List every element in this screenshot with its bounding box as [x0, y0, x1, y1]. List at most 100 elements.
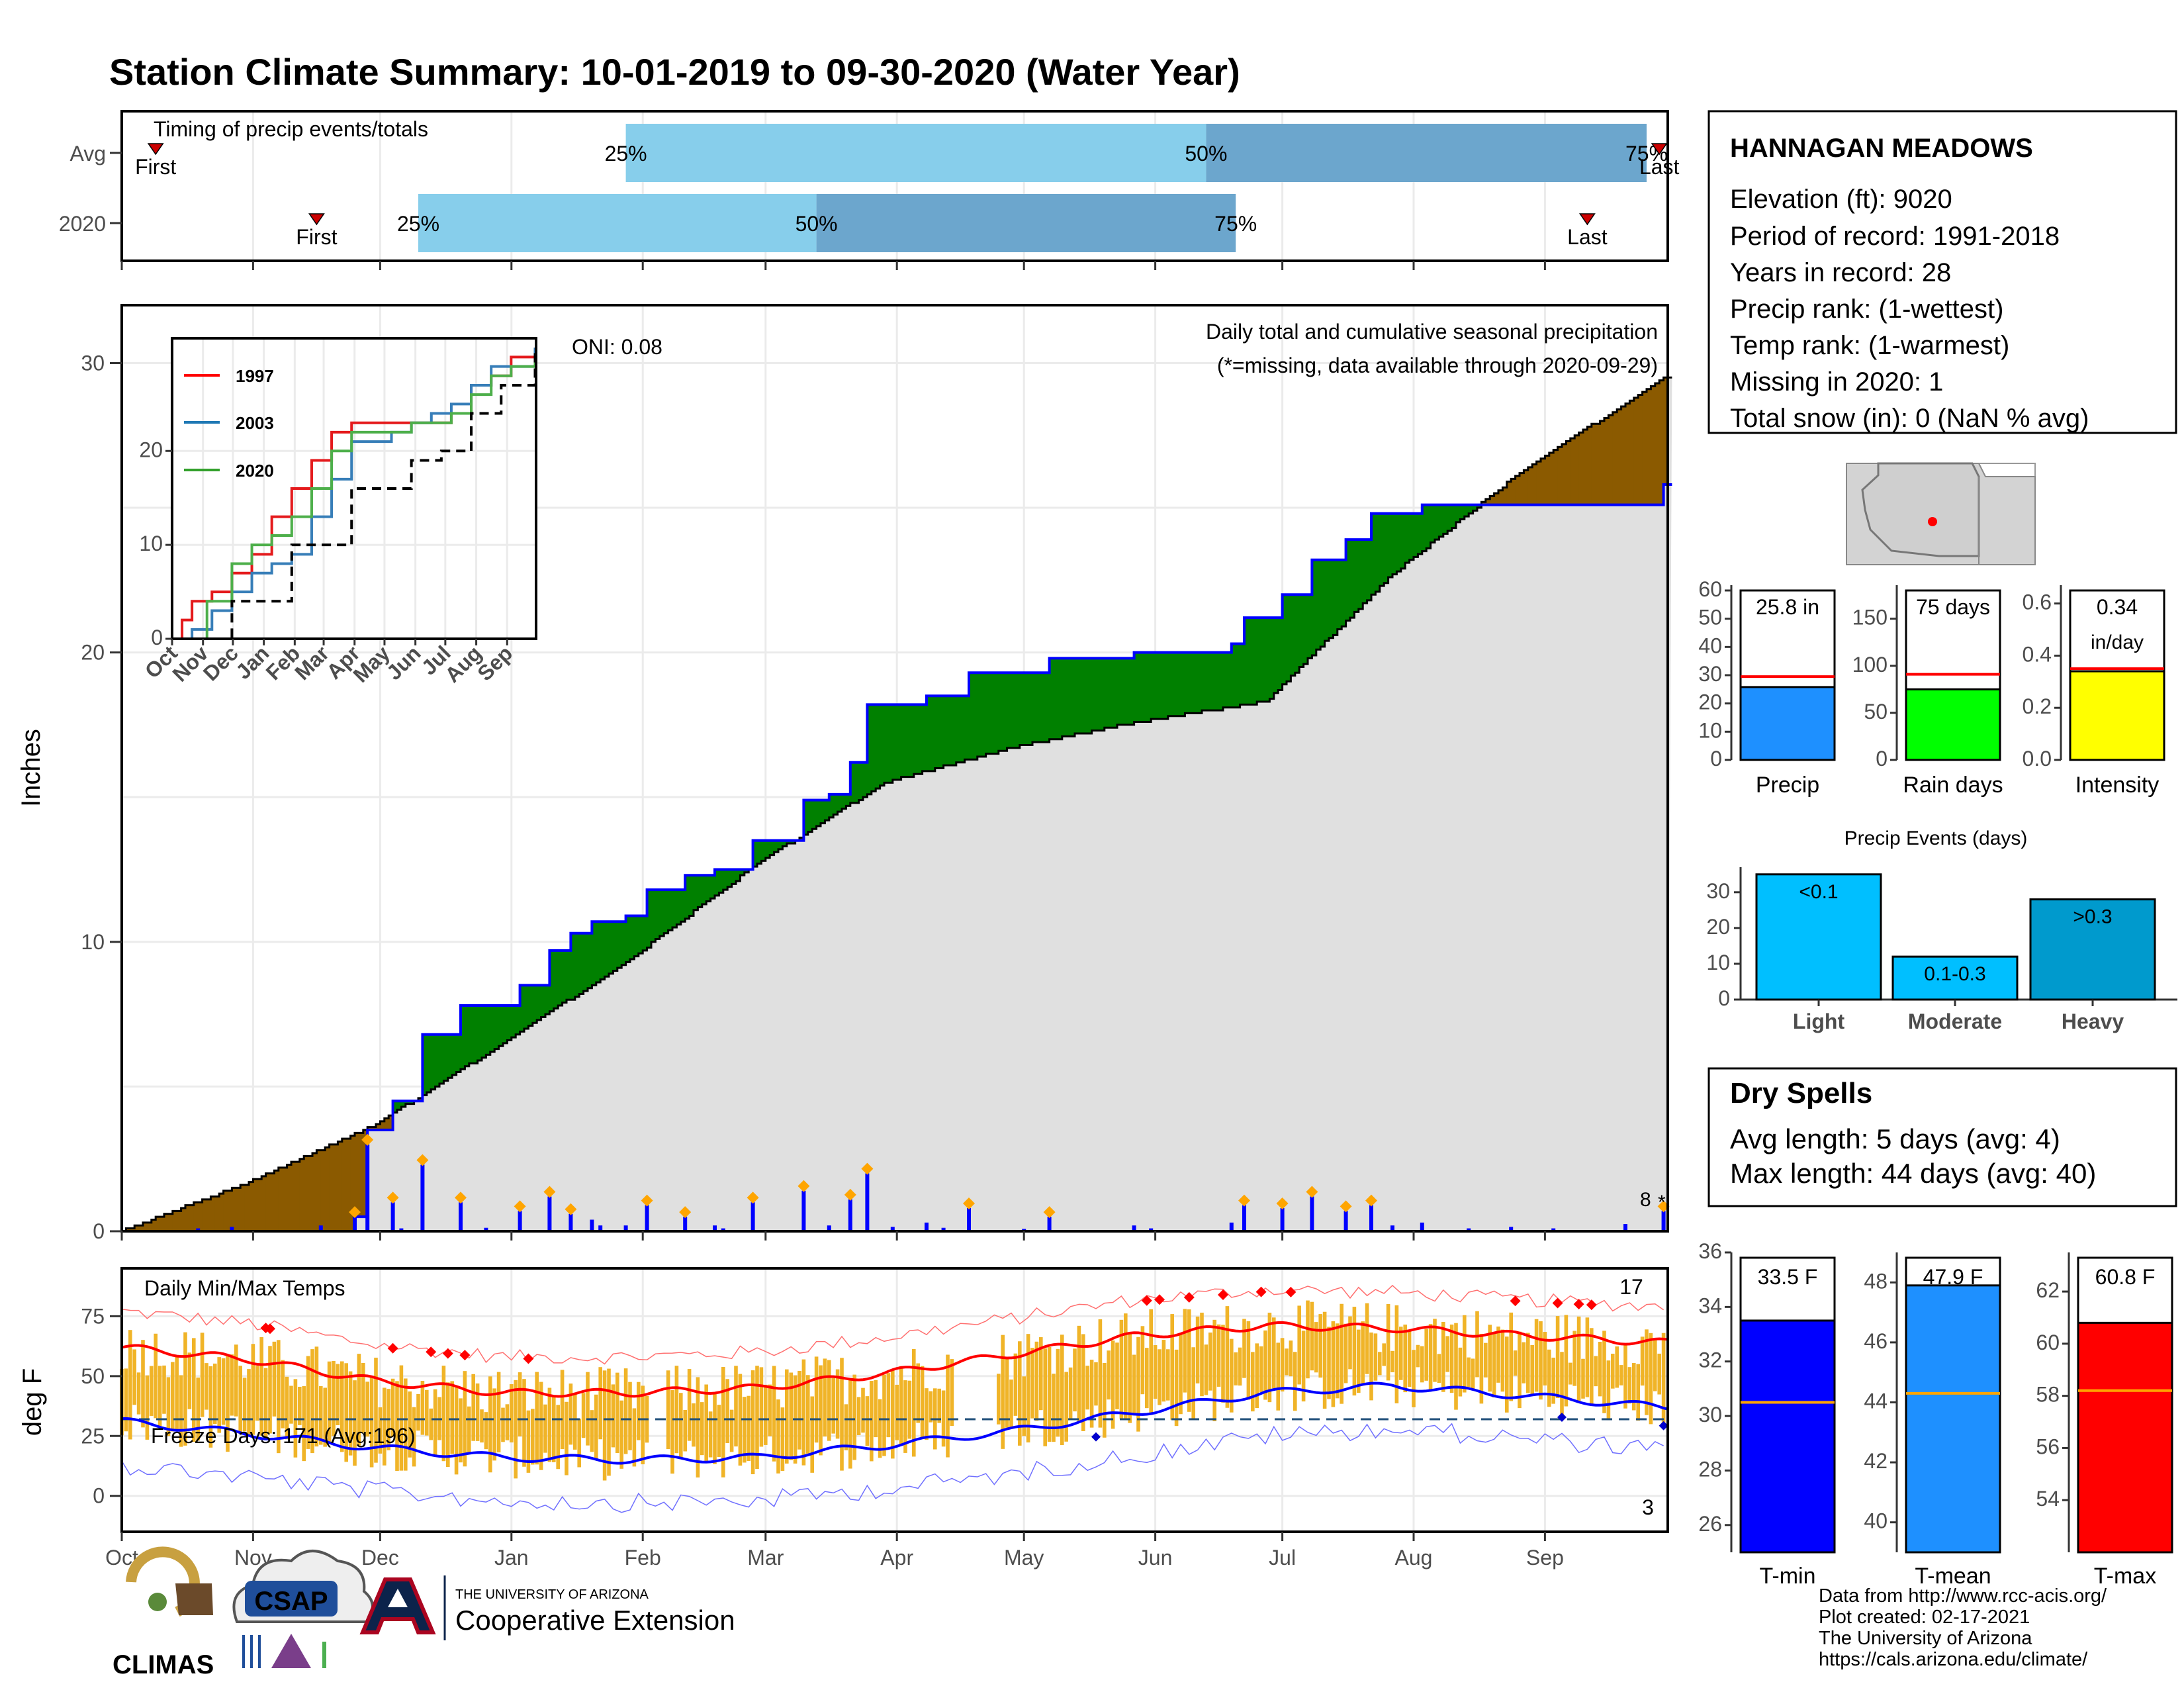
daily-temp-bar	[882, 1374, 886, 1456]
above-avg-fill	[600, 921, 606, 980]
stat-bar-y-tick: 10	[1698, 718, 1722, 742]
above-avg-fill	[1291, 594, 1296, 676]
heavy-precip-marker	[1276, 1197, 1289, 1210]
daily-temp-bar	[1073, 1348, 1077, 1412]
above-avg-fill	[1125, 658, 1130, 725]
daily-temp-bar	[314, 1346, 319, 1447]
below-avg-fill	[299, 1158, 304, 1231]
above-avg-fill	[498, 1005, 504, 1047]
above-avg-fill	[858, 762, 864, 800]
daily-temp-bar	[1340, 1303, 1343, 1404]
missing-star: *	[1658, 1192, 1666, 1213]
daily-temp-bar	[1386, 1303, 1390, 1381]
temp-stat-y-tick: 46	[1864, 1329, 1888, 1353]
daily-temp-bar	[289, 1385, 293, 1424]
daily-precip-bar	[1132, 1225, 1136, 1231]
daily-temp-bar	[1183, 1309, 1187, 1393]
above-avg-fill	[1134, 652, 1139, 722]
month-tick-label: Jun	[1138, 1546, 1173, 1570]
precip-y-tick: 0	[93, 1219, 105, 1243]
stat-bar-value-label: 75 days	[1916, 595, 1990, 619]
daily-temp-bar	[1098, 1319, 1103, 1428]
daily-temp-bar	[1594, 1356, 1598, 1387]
above-avg-fill	[710, 875, 715, 899]
stat-bar-label: Rain days	[1903, 773, 2003, 798]
above-avg-fill	[1257, 618, 1262, 702]
timing-first-marker	[308, 213, 325, 226]
daily-temp-bar	[683, 1409, 687, 1452]
daily-temp-bar	[615, 1372, 619, 1453]
above-avg-fill	[452, 1034, 457, 1075]
daily-temp-bar	[1039, 1337, 1043, 1411]
daily-precip-bar	[1420, 1222, 1424, 1231]
above-avg-fill	[1049, 658, 1054, 739]
below-avg-fill	[295, 1162, 300, 1231]
temp-stat-label: T-min	[1760, 1564, 1816, 1589]
below-avg-fill	[1574, 435, 1580, 505]
above-avg-fill	[537, 985, 542, 1020]
daily-temp-bar	[475, 1383, 480, 1441]
month-tick-label: Aug	[1395, 1546, 1433, 1570]
daily-temp-bar	[861, 1387, 865, 1433]
daily-temp-bar	[1089, 1360, 1094, 1428]
below-avg-fill	[384, 1118, 389, 1130]
record-max-marker	[1154, 1294, 1165, 1305]
daily-precip-bar	[865, 1173, 870, 1231]
daily-temp-bar	[501, 1407, 505, 1442]
stat-bar-y-tick: 0	[1876, 747, 1888, 771]
above-avg-fill	[592, 921, 597, 986]
below-avg-fill	[334, 1144, 338, 1231]
above-avg-fill	[1354, 539, 1359, 612]
above-avg-fill	[494, 1005, 500, 1049]
record-max-marker	[1285, 1286, 1297, 1297]
daily-temp-bar	[196, 1378, 200, 1441]
ua-small-text: THE UNIVERSITY OF ARIZONA	[455, 1587, 649, 1602]
above-avg-fill	[1282, 594, 1287, 684]
daily-temp-bar	[556, 1405, 560, 1470]
daily-temp-bar	[1314, 1322, 1318, 1373]
daily-temp-bar	[1251, 1352, 1255, 1412]
daily-temp-bar	[886, 1373, 891, 1438]
above-avg-fill	[579, 933, 584, 994]
below-avg-fill	[228, 1190, 232, 1231]
month-tick-label: Jul	[1269, 1546, 1296, 1570]
daily-temp-bar	[1424, 1329, 1428, 1381]
below-avg-fill	[151, 1219, 156, 1231]
daily-precip-bar	[967, 1208, 971, 1231]
heavy-precip-marker	[455, 1192, 467, 1204]
below-avg-fill	[143, 1222, 148, 1231]
daily-temp-bar	[637, 1382, 641, 1440]
daily-temp-bar	[1373, 1333, 1378, 1381]
timing-bar-25-50	[418, 194, 817, 252]
below-avg-fill	[1655, 383, 1660, 505]
above-avg-fill	[1054, 658, 1058, 739]
daily-temp-bar	[213, 1363, 217, 1425]
above-avg-fill	[1172, 652, 1177, 716]
station-period: Period of record: 1991-2018	[1730, 222, 2060, 251]
above-avg-fill	[1324, 559, 1330, 641]
above-avg-fill	[1079, 658, 1084, 734]
daily-temp-bar	[1555, 1316, 1560, 1399]
daily-temp-bar	[425, 1389, 429, 1436]
daily-temp-bar	[1543, 1332, 1547, 1385]
daily-precip-bar	[1343, 1211, 1348, 1231]
daily-temp-bar	[1077, 1325, 1081, 1421]
daily-temp-bar	[1064, 1372, 1068, 1442]
above-avg-fill	[1469, 504, 1474, 514]
daily-precip-bar	[1280, 1208, 1285, 1231]
daily-temp-bar	[281, 1360, 285, 1429]
above-avg-fill	[1400, 513, 1406, 569]
daily-temp-bar	[539, 1382, 543, 1470]
daily-temp-bar	[950, 1359, 954, 1427]
daily-temp-bar	[1463, 1315, 1467, 1393]
daily-temp-bar	[310, 1349, 314, 1454]
daily-precip-bar	[318, 1225, 323, 1231]
station-years: Years in record: 28	[1730, 258, 1951, 287]
daily-precip-bar	[713, 1225, 717, 1231]
daily-temp-bar	[560, 1370, 565, 1449]
heavy-precip-marker	[1340, 1200, 1352, 1213]
daily-temp-bar	[242, 1378, 247, 1432]
daily-temp-bar	[856, 1397, 861, 1435]
below-avg-fill	[338, 1141, 343, 1231]
temp-stat-value-label: 33.5 F	[1758, 1265, 1818, 1289]
